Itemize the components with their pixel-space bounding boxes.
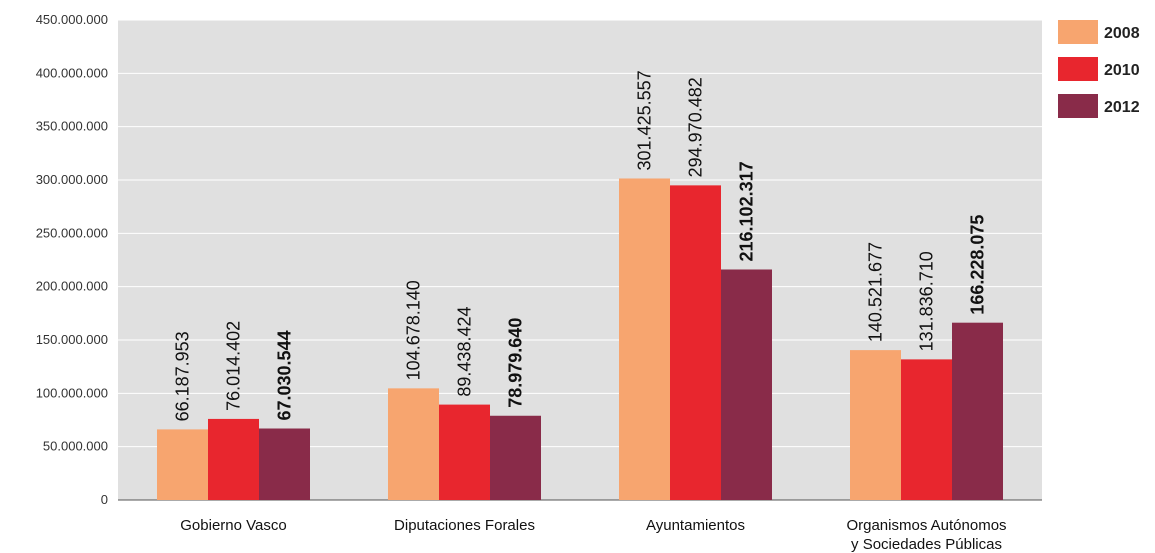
y-tick-label: 250.000.000 (36, 225, 108, 240)
bar (850, 350, 901, 500)
bar (721, 269, 772, 500)
y-tick-label: 400.000.000 (36, 65, 108, 80)
x-axis: Gobierno Vasco Diputaciones Forales Ayunta… (180, 517, 1006, 553)
category-label: Ayuntamientos (646, 517, 745, 534)
data-label: 301.425.557 (635, 70, 655, 170)
y-tick-label: 50.000.000 (43, 439, 108, 454)
data-label: 104.678.140 (404, 280, 424, 380)
y-axis: 0 50.000.000 100.000.000 150.000.000 200.000… (36, 12, 1042, 507)
data-label: 89.438.424 (455, 307, 475, 397)
data-label: 294.970.482 (686, 77, 706, 177)
category-label: y Sociedades Públicas (851, 536, 1002, 553)
bar (901, 359, 952, 500)
bars (157, 178, 1003, 501)
data-labels: 66.187.953 76.014.402 67.030.544 104.678.14… (173, 70, 988, 421)
legend-swatch (1058, 94, 1098, 118)
data-label: 76.014.402 (224, 321, 244, 411)
bar (670, 185, 721, 501)
bar (208, 418, 259, 500)
y-tick-label: 200.000.000 (36, 279, 108, 294)
category-label: Organismos Autónomos (846, 517, 1006, 534)
legend: 2008 2010 2012 (1058, 20, 1140, 118)
legend-label: 2010 (1104, 62, 1140, 79)
bar (259, 428, 310, 500)
bar (619, 178, 670, 500)
legend-label: 2008 (1104, 25, 1140, 42)
y-tick-label: 350.000.000 (36, 119, 108, 134)
bar (157, 429, 208, 500)
data-label: 131.836.710 (917, 251, 937, 351)
y-tick-label: 100.000.000 (36, 385, 108, 400)
data-label: 166.228.075 (968, 215, 988, 315)
category-label: Diputaciones Forales (394, 517, 535, 534)
data-label: 66.187.953 (173, 331, 193, 421)
bar (388, 388, 439, 500)
data-label: 67.030.544 (275, 330, 295, 420)
legend-swatch (1058, 20, 1098, 44)
data-label: 78.979.640 (505, 318, 525, 408)
y-tick-label: 300.000.000 (36, 172, 108, 187)
y-tick-label: 0 (101, 492, 108, 507)
y-tick-label: 450.000.000 (36, 12, 108, 27)
bar (439, 404, 490, 500)
y-tick-label: 150.000.000 (36, 332, 108, 347)
data-label: 216.102.317 (737, 161, 757, 261)
legend-swatch (1058, 57, 1098, 81)
legend-label: 2012 (1104, 99, 1140, 116)
bar (952, 322, 1003, 500)
data-label: 140.521.677 (866, 242, 886, 342)
category-label: Gobierno Vasco (180, 517, 286, 534)
bar (490, 415, 541, 500)
